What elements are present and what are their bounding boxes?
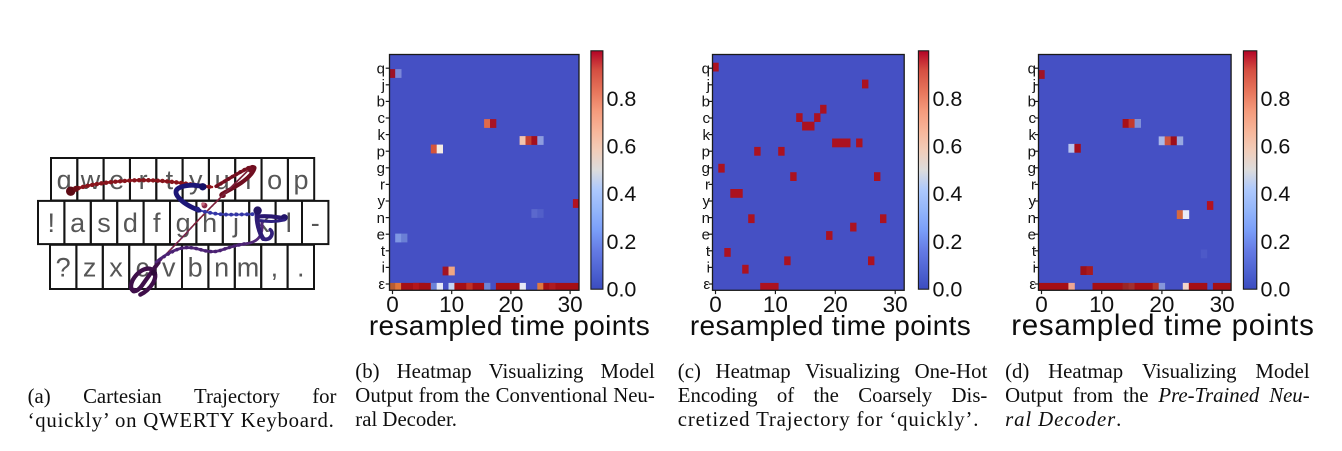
svg-text:ε: ε	[703, 276, 710, 293]
svg-text:p: p	[702, 143, 710, 160]
svg-text:30: 30	[558, 292, 583, 317]
svg-text:y: y	[1029, 193, 1037, 210]
svg-text:10: 10	[1089, 292, 1114, 317]
svg-text:t: t	[166, 165, 174, 195]
svg-text:resampled time points: resampled time points	[369, 310, 650, 341]
svg-text:0.8: 0.8	[607, 87, 637, 111]
svg-text:c: c	[1029, 110, 1037, 127]
svg-text:t: t	[706, 243, 711, 260]
svg-text:k: k	[1029, 127, 1037, 144]
svg-text:0.2: 0.2	[607, 230, 637, 254]
svg-text:i: i	[1033, 260, 1036, 277]
svg-text:0.2: 0.2	[933, 230, 963, 254]
svg-text:!: !	[47, 208, 55, 238]
svg-text:x: x	[109, 252, 123, 282]
svg-text:j: j	[1032, 77, 1036, 94]
svg-text:b: b	[377, 94, 385, 111]
svg-text:b: b	[702, 94, 710, 111]
svg-text:b: b	[1028, 94, 1036, 111]
svg-text:g: g	[702, 160, 710, 177]
svg-text:j: j	[381, 77, 385, 94]
svg-text:p: p	[293, 165, 308, 195]
svg-text:t: t	[1032, 243, 1037, 260]
svg-text:-: -	[311, 208, 320, 238]
svg-text:n: n	[377, 210, 385, 227]
svg-text:p: p	[377, 143, 385, 160]
svg-text:q: q	[1028, 60, 1036, 77]
svg-text:0.8: 0.8	[1261, 87, 1291, 111]
svg-text:.: .	[297, 252, 305, 282]
svg-text:20: 20	[498, 292, 523, 317]
svg-text:i: i	[382, 260, 385, 277]
svg-text:s: s	[97, 208, 111, 238]
svg-text:0.6: 0.6	[933, 135, 963, 159]
svg-text:0: 0	[709, 292, 722, 317]
svg-text:ε: ε	[1029, 276, 1036, 293]
svg-text:j: j	[232, 208, 239, 238]
svg-text:0.0: 0.0	[607, 278, 637, 302]
svg-text:0: 0	[386, 292, 399, 317]
svg-text:g: g	[1028, 160, 1036, 177]
svg-text:20: 20	[823, 292, 848, 317]
svg-text:p: p	[1028, 143, 1036, 160]
svg-text:30: 30	[1210, 292, 1235, 317]
svg-text:g: g	[176, 208, 191, 238]
svg-text:d: d	[123, 208, 138, 238]
svg-text:k: k	[378, 127, 386, 144]
svg-text:c: c	[703, 110, 711, 127]
svg-text:0.4: 0.4	[607, 182, 637, 206]
svg-text:ε: ε	[378, 276, 385, 293]
svg-text:q: q	[702, 60, 710, 77]
svg-text:i: i	[707, 260, 710, 277]
svg-text:z: z	[83, 252, 97, 282]
svg-text:0.2: 0.2	[1261, 230, 1291, 254]
svg-text:,: ,	[271, 252, 279, 282]
svg-text:r: r	[705, 177, 710, 194]
svg-text:resampled time points: resampled time points	[1011, 309, 1314, 342]
svg-text:30: 30	[883, 292, 908, 317]
svg-text:h: h	[202, 208, 217, 238]
svg-text:j: j	[706, 77, 710, 94]
svg-text:a: a	[70, 208, 86, 238]
svg-text:0.0: 0.0	[933, 278, 963, 302]
svg-text:n: n	[702, 210, 710, 227]
svg-text:t: t	[381, 243, 386, 260]
svg-text:y: y	[189, 165, 203, 195]
svg-text:g: g	[377, 160, 385, 177]
svg-text:y: y	[378, 193, 386, 210]
svg-text:m: m	[237, 252, 260, 282]
svg-text:q: q	[57, 165, 72, 195]
svg-text:10: 10	[439, 292, 464, 317]
svg-text:0.4: 0.4	[1261, 182, 1291, 206]
svg-text:b: b	[188, 252, 203, 282]
svg-text:0.6: 0.6	[607, 135, 637, 159]
svg-text:q: q	[377, 60, 385, 77]
svg-text:0.8: 0.8	[933, 87, 963, 111]
svg-text:e: e	[377, 226, 385, 243]
svg-text:r: r	[1031, 177, 1036, 194]
svg-text:10: 10	[763, 292, 788, 317]
svg-text:k: k	[703, 127, 711, 144]
svg-text:l: l	[286, 208, 292, 238]
svg-text:c: c	[378, 110, 386, 127]
svg-text:e: e	[1028, 226, 1036, 243]
svg-text:w: w	[80, 165, 101, 195]
svg-text:r: r	[380, 177, 385, 194]
svg-text:n: n	[214, 252, 229, 282]
svg-text:20: 20	[1149, 292, 1174, 317]
svg-text:e: e	[109, 165, 124, 195]
svg-text:0.4: 0.4	[933, 182, 963, 206]
svg-text:0: 0	[1035, 292, 1048, 317]
svg-text:resampled time points: resampled time points	[690, 310, 971, 341]
svg-text:y: y	[703, 193, 711, 210]
svg-text:?: ?	[56, 252, 71, 282]
svg-text:e: e	[702, 226, 710, 243]
svg-text:v: v	[162, 252, 176, 282]
svg-text:o: o	[267, 165, 282, 195]
svg-text:0.0: 0.0	[1261, 278, 1291, 302]
svg-text:f: f	[153, 208, 161, 238]
svg-text:n: n	[1028, 210, 1036, 227]
svg-text:0.6: 0.6	[1261, 135, 1291, 159]
